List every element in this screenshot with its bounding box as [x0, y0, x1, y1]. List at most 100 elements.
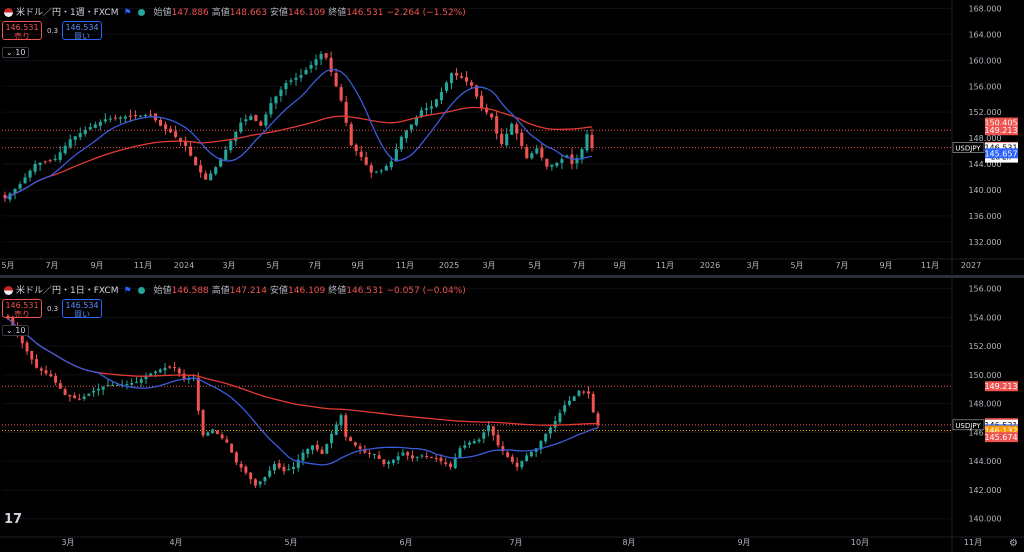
sell-button[interactable]: 146.531 売り: [2, 21, 42, 41]
candle-body: [470, 82, 474, 86]
y-tick-label: 150.000: [968, 371, 1001, 380]
candle-body: [299, 75, 303, 78]
price-badge: [985, 425, 1018, 436]
candle-body: [215, 430, 219, 434]
candle-body: [480, 95, 484, 108]
tradingview-logo-icon[interactable]: 17: [4, 512, 23, 527]
candle-body: [349, 124, 353, 146]
candle-body: [439, 457, 443, 462]
weekly-chart-pane[interactable]: 168.000 164.000 160.000 156.000 152.000 148.0…: [0, 0, 1024, 275]
candle-body: [477, 439, 481, 442]
candle-body: [143, 115, 148, 117]
spread-value: 0.3: [47, 27, 59, 35]
weekly-chart-canvas[interactable]: 168.000 164.000 160.000 156.000 152.000 148.0…: [0, 0, 1024, 275]
buy-label: 買い: [74, 310, 90, 319]
indicator-toggle-button[interactable]: ⌄ 10: [2, 47, 30, 58]
x-tick-label: 11月: [921, 261, 939, 270]
candles-group: [3, 50, 594, 203]
price-badge-text: 145.674: [984, 433, 1017, 442]
candle-body: [13, 188, 17, 194]
candle-body: [249, 116, 253, 120]
price-badge-text: 150.405: [984, 119, 1017, 128]
candle-body: [130, 383, 134, 385]
candle-body: [530, 153, 534, 159]
price-axis-label: 150.405: [984, 117, 1018, 128]
candle-body: [189, 146, 193, 156]
weekly-symbol-label[interactable]: 米ドル／円・1週・FXCM: [16, 8, 119, 18]
candle-body: [49, 373, 53, 377]
sell-button[interactable]: 146.531 売り: [2, 299, 42, 319]
candle-body: [33, 164, 37, 172]
x-tick-label: 9月: [90, 261, 103, 270]
open-label: 始値: [153, 8, 172, 18]
x-tick-label: 11月: [396, 261, 414, 270]
candle-body: [115, 384, 119, 386]
low-value: 146.109: [288, 8, 326, 18]
price-axis-label: 145.674: [984, 432, 1018, 443]
candle-body: [184, 140, 188, 146]
buy-button[interactable]: 146.534 買い: [62, 21, 102, 41]
price-badge-text: 149.213: [984, 126, 1017, 135]
candle-body: [169, 128, 173, 133]
candle-body: [377, 455, 381, 460]
candle-body: [535, 148, 539, 154]
y-tick-label: 140.000: [968, 515, 1001, 524]
candle-body: [44, 370, 48, 374]
candle-body: [314, 59, 318, 66]
candle-body: [409, 124, 413, 130]
x-tick-label: 2026: [700, 261, 720, 270]
low-label: 安値: [270, 286, 289, 296]
candle-body: [311, 445, 314, 451]
candle-body: [219, 158, 223, 167]
candle-body: [68, 395, 72, 397]
indicator-toggle-button[interactable]: ⌄ 10: [2, 325, 30, 336]
candle-body: [101, 386, 105, 390]
price-axis-label: 149.213: [984, 125, 1018, 136]
candle-body: [244, 119, 248, 122]
candle-body: [396, 456, 400, 461]
x-tick-label: 4月: [169, 538, 182, 547]
candle-body: [204, 173, 208, 180]
settings-gear-icon[interactable]: ⚙: [1009, 538, 1018, 549]
y-tick-label: 156.000: [968, 285, 1001, 294]
x-tick-label: 11月: [134, 261, 152, 270]
weekly-ohlc-header: 米ドル／円・1週・FXCM ⚑ 始値147.886 高値148.663 安値146.10…: [4, 5, 466, 18]
candle-body: [401, 452, 405, 456]
candle-body: [199, 165, 203, 173]
candle-body: [177, 368, 181, 374]
candle-body: [224, 149, 228, 160]
candle-body: [344, 101, 348, 123]
indicator-count: 10: [15, 326, 26, 335]
candle-body: [425, 456, 429, 458]
candle-body: [525, 147, 529, 159]
x-tick-label: 2025: [439, 261, 459, 270]
candle-body: [379, 170, 383, 172]
x-tick-label: 5月: [266, 261, 279, 270]
y-tick-label: 140.000: [968, 186, 1001, 195]
daily-chart-canvas[interactable]: 156.000154.000152.000150.000148.000146.0…: [0, 278, 1024, 552]
candle-body: [201, 409, 205, 436]
flag-marker-icon[interactable]: ⚑: [123, 8, 132, 18]
candle-body: [419, 110, 423, 117]
price-badge: [985, 148, 1018, 159]
candle-body: [111, 384, 115, 386]
candle-body: [259, 121, 263, 126]
x-tick-label: 6月: [399, 538, 412, 547]
daily-symbol-label[interactable]: 米ドル／円・1日・FXCM: [16, 286, 119, 296]
candle-body: [434, 458, 438, 460]
daily-chart-pane[interactable]: 156.000154.000152.000150.000148.000146.0…: [0, 278, 1024, 552]
candle-body: [399, 136, 403, 150]
candle-body: [128, 115, 132, 117]
candle-body: [468, 442, 472, 445]
candle-body: [558, 413, 562, 423]
candle-body: [306, 448, 310, 454]
flag-marker-icon[interactable]: ⚑: [123, 286, 132, 296]
candle-body: [103, 119, 107, 122]
candle-body: [35, 358, 39, 368]
pane-divider[interactable]: [0, 275, 1024, 278]
blue-moving-average-line: [4, 68, 593, 199]
buy-button[interactable]: 146.534 買い: [62, 299, 102, 319]
symbol-tag: [952, 419, 985, 431]
candle-body: [424, 108, 428, 110]
candle-body: [269, 103, 273, 115]
